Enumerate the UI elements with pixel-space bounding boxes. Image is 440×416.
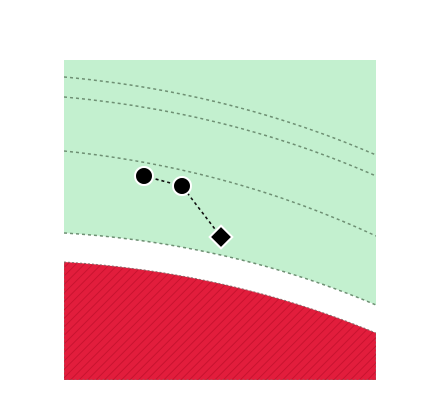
waypoint[interactable] — [172, 176, 192, 196]
path-line — [143, 175, 222, 238]
waypoint[interactable] — [134, 166, 154, 186]
target-marker[interactable] — [208, 224, 234, 250]
contour-line — [64, 150, 376, 237]
contours — [64, 76, 376, 306]
contour-line — [64, 232, 376, 306]
field — [64, 60, 376, 380]
contour-line — [64, 76, 376, 156]
danger-zone — [64, 261, 376, 380]
contour-line — [64, 96, 376, 177]
